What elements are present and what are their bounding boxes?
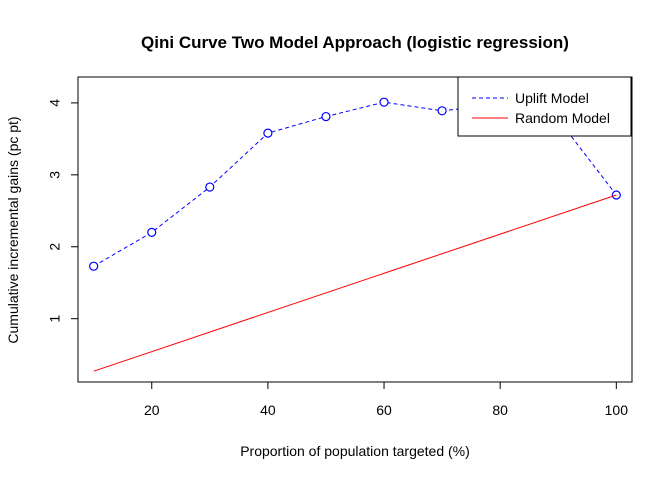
uplift-model-point [263, 128, 273, 138]
x-axis: 20 40 60 80 100 [144, 381, 629, 418]
x-tick-label: 20 [144, 402, 160, 418]
uplift-model-point [147, 227, 157, 237]
y-tick-label: 2 [47, 243, 63, 251]
chart-title: Qini Curve Two Model Approach (logistic … [141, 33, 569, 52]
y-tick-label: 1 [47, 315, 63, 323]
uplift-model-point [205, 182, 215, 192]
legend-box [457, 76, 632, 137]
x-tick-label: 40 [260, 402, 276, 418]
y-tick-label: 3 [47, 171, 63, 179]
uplift-model-point [437, 106, 447, 116]
random-model-legend-label: Random Model [515, 110, 610, 126]
uplift-model-point [89, 261, 99, 271]
series-layer [89, 97, 621, 372]
uplift-model-point [321, 111, 331, 122]
x-tick-label: 80 [492, 402, 508, 418]
y-axis-label: Cumulative incremental gains (pc pt) [5, 116, 21, 343]
uplift-model-series-line [93, 101, 617, 267]
x-tick-label: 60 [376, 402, 392, 418]
x-axis-label: Proportion of population targeted (%) [240, 443, 470, 459]
x-tick-label: 100 [605, 402, 629, 418]
uplift-model-legend-label: Uplift Model [515, 90, 589, 106]
legend: Uplift Model Random Model [457, 76, 632, 137]
random-model-series-line [93, 194, 617, 372]
y-axis: 1 2 3 4 [47, 99, 79, 323]
y-tick-label: 4 [47, 99, 63, 107]
uplift-model-point [379, 97, 389, 107]
